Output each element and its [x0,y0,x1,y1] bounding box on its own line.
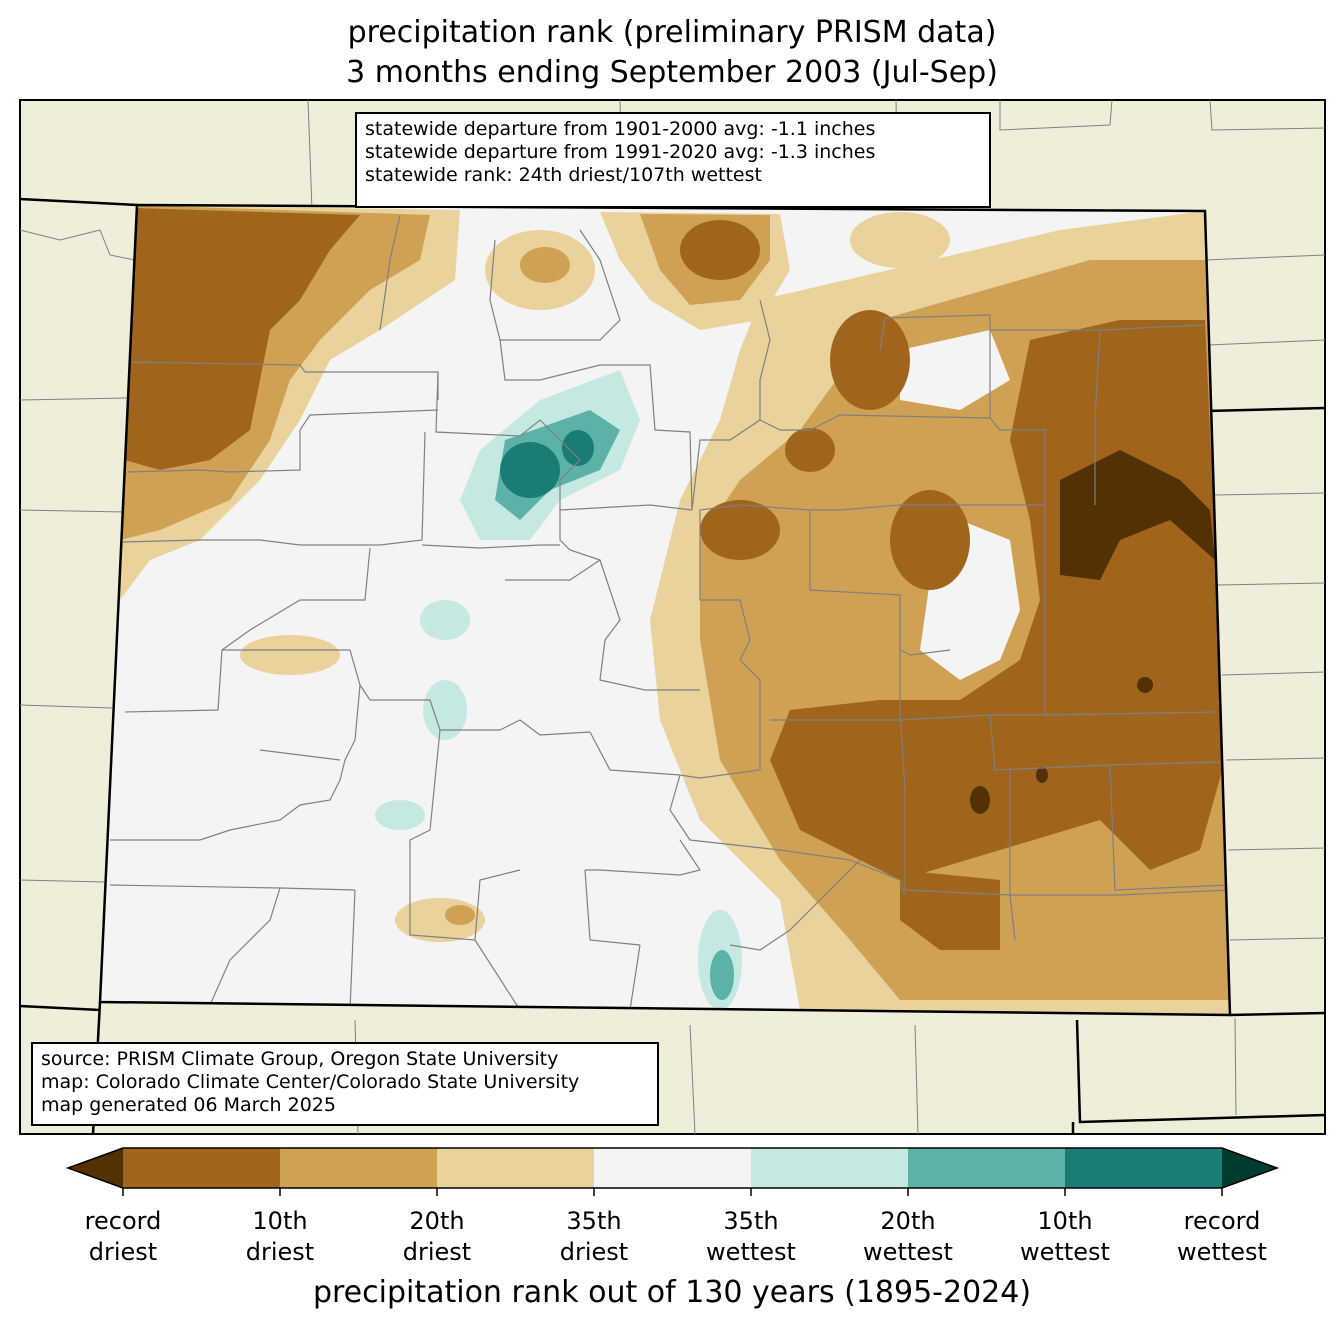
colorbar-label: record driest [84,1207,162,1266]
precip-rank-field [100,205,1230,1015]
colorbar-arrow-low [68,1148,123,1188]
record-dry-region [1060,450,1215,580]
colorbar-title: precipitation rank out of 130 years (189… [312,1275,1032,1310]
record-dry-patch [970,786,990,814]
dry-region-10th [900,870,1000,950]
colorbar-label: 10th driest [245,1207,315,1266]
colorbar-segment [751,1148,908,1188]
map-title-line1: precipitation rank (preliminary PRISM da… [347,15,997,50]
dry-patch [850,212,950,268]
dry-patch [240,635,340,675]
dry-patch [445,905,475,925]
colorbar-label: 10th wettest [1020,1207,1110,1266]
dry-patch [520,247,570,283]
dry-patch [785,428,835,472]
wet-patch [710,950,734,1000]
colorbar-arrow-high [1222,1148,1277,1188]
colorbar-segment [123,1148,280,1188]
colorbar-ticks [122,1188,1223,1196]
colorado-border [98,203,1232,1017]
source-line-2: map: Colorado Climate Center/Colorado St… [41,1071,580,1093]
source-line-1: source: PRISM Climate Group, Oregon Stat… [41,1048,559,1070]
stats-line-2: statewide departure from 1991-2020 avg: … [365,141,876,163]
dry-patch [830,310,910,410]
record-dry-patch [1137,677,1153,693]
neighbor-state-borders [19,197,1326,1135]
colorbar-segment [908,1148,1065,1188]
stats-line-1: statewide departure from 1901-2000 avg: … [365,118,876,140]
colorbar [65,1147,1280,1196]
wet-patch [562,430,594,466]
dry-patch [680,220,760,280]
stats-line-3: statewide rank: 24th driest/107th wettes… [365,164,762,186]
colorbar-label: 20th driest [402,1207,472,1266]
wet-patch [375,800,425,830]
map-title-line2: 3 months ending September 2003 (Jul-Sep) [346,55,998,90]
colorbar-label: 35th wettest [706,1207,796,1266]
dry-region-10th [125,208,360,470]
colorbar-segment [280,1148,437,1188]
colorado-county-lines [109,214,1230,1011]
colorbar-label: 35th driest [559,1207,629,1266]
wet-patch [420,600,470,640]
source-line-3: map generated 06 March 2025 [41,1094,336,1116]
colorbar-label: 20th wettest [863,1207,953,1266]
colorbar-segment [594,1148,751,1188]
colorbar-segment [437,1148,594,1188]
near-normal-island [900,330,1010,410]
colorbar-segment [1065,1148,1222,1188]
dry-patch [700,500,780,560]
source-credits-box: source: PRISM Climate Group, Oregon Stat… [31,1042,659,1126]
record-dry-patch [1036,767,1048,783]
wet-patch [500,442,560,498]
statewide-stats-box: statewide departure from 1901-2000 avg: … [355,112,991,208]
wet-patch [423,680,467,740]
dry-patch [890,490,970,590]
colorbar-label: record wettest [1177,1207,1267,1266]
